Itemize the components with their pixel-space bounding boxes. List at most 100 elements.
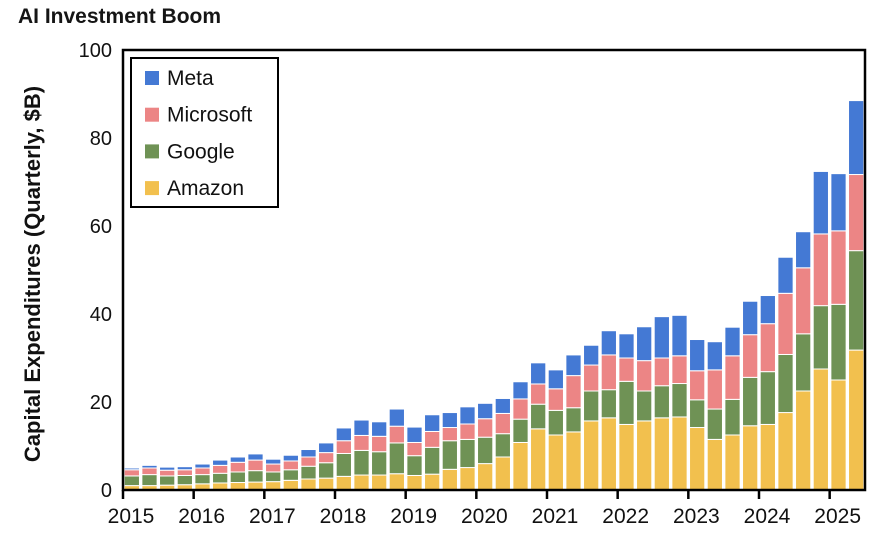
bar-segment-meta-2025Q1 [830,173,847,232]
bar-segment-microsoft-2024Q1 [759,323,776,373]
y-tick-label-60: 60 [90,216,112,238]
bar-segment-amazon-2022Q3 [653,417,670,491]
bar-segment-google-2015Q2 [141,474,158,487]
bar-segment-meta-2024Q1 [759,295,776,325]
bar-segment-google-2017Q2 [282,469,299,481]
bar-segment-google-2015Q3 [159,475,176,486]
bar-segment-meta-2023Q2 [706,341,723,371]
bar-segment-microsoft-2023Q2 [706,369,723,410]
bar-segment-google-2016Q2 [212,472,229,484]
bar-segment-microsoft-2018Q1 [335,440,352,454]
x-tick-label-2015: 2015 [108,505,155,528]
x-tick-label-2018: 2018 [320,505,367,528]
bar-segment-microsoft-2023Q1 [689,370,706,401]
bar-segment-meta-2017Q4 [318,442,335,454]
bar-segment-meta-2015Q4 [176,466,193,471]
bar-segment-google-2022Q3 [653,385,670,419]
bar-segment-amazon-2020Q1 [477,463,494,491]
bar-segment-amazon-2022Q2 [636,420,653,491]
bar-segment-amazon-2025Q1 [830,379,847,491]
legend-label-google: Google [167,140,235,163]
bar-segment-amazon-2023Q1 [689,427,706,491]
bar-segment-microsoft-2020Q4 [530,383,547,405]
bar-segment-google-2024Q3 [795,333,812,392]
bar-segment-meta-2017Q1 [265,458,282,465]
bar-segment-google-2017Q1 [265,471,282,483]
x-tick-label-2019: 2019 [390,505,437,528]
bar-segment-amazon-2020Q2 [494,456,511,491]
bar-segment-microsoft-2017Q2 [282,460,299,471]
bar-segment-amazon-2019Q1 [406,474,423,491]
x-tick-label-2017: 2017 [249,505,296,528]
bar-segment-google-2018Q4 [388,442,405,475]
bar-segment-meta-2018Q3 [371,421,388,437]
legend-swatch-amazon [145,181,159,196]
bar-segment-meta-2022Q4 [671,314,688,357]
bar-segment-google-2018Q3 [371,451,388,476]
bar-segment-microsoft-2024Q2 [777,292,794,355]
bar-segment-microsoft-2018Q2 [353,434,370,451]
bar-segment-amazon-2017Q4 [318,477,335,491]
bar-segment-microsoft-2022Q4 [671,355,688,385]
x-tick-label-2022: 2022 [602,505,649,528]
plot-frame [121,48,867,492]
bar-segment-meta-2018Q1 [335,427,352,442]
bar-segment-meta-2022Q3 [653,316,670,359]
legend-label-microsoft: Microsoft [167,104,252,127]
bar-segment-meta-2022Q2 [636,326,653,362]
legend-swatch-microsoft [145,107,159,122]
bar-segment-meta-2020Q4 [530,362,547,385]
bar-segment-amazon-2021Q3 [583,420,600,491]
bar-segment-microsoft-2019Q3 [441,427,458,442]
bar-segment-microsoft-2020Q1 [477,418,494,438]
bar-segment-microsoft-2016Q4 [247,459,264,472]
bar-segment-meta-2023Q1 [689,339,706,372]
bar-segment-google-2016Q1 [194,474,211,485]
bar-segment-google-2020Q3 [512,418,529,443]
bar-segment-microsoft-2025Q2 [848,174,865,252]
bar-segment-microsoft-2015Q2 [141,467,158,476]
bar-segment-amazon-2018Q3 [371,474,388,491]
bar-segment-google-2019Q2 [424,446,441,475]
bar-segment-amazon-2024Q3 [795,390,812,491]
bar-segment-meta-2018Q2 [353,419,370,436]
bar-segment-meta-2015Q3 [159,466,176,471]
bar-segment-google-2020Q1 [477,436,494,465]
x-tick-label-2024: 2024 [744,505,791,528]
y-tick-label-40: 40 [90,304,112,326]
bar-segment-meta-2019Q2 [424,414,441,432]
bar-segment-meta-2023Q4 [742,300,759,336]
bar-segment-amazon-2019Q3 [441,468,458,491]
chart-title: AI Investment Boom [18,5,222,28]
bar-segment-microsoft-2016Q3 [229,461,246,473]
bar-segment-google-2017Q3 [300,465,317,480]
bar-segment-amazon-2018Q4 [388,473,405,491]
bar-segment-meta-2018Q4 [388,408,405,427]
bar-segment-google-2021Q3 [583,390,600,422]
bar-segment-meta-2024Q3 [795,231,812,269]
bar-segment-microsoft-2015Q1 [123,469,140,477]
bar-segment-meta-2024Q2 [777,256,794,294]
legend-swatch-google [145,144,159,159]
bar-segment-google-2023Q2 [706,408,723,440]
bar-segment-microsoft-2021Q1 [547,388,564,411]
bar-segment-meta-2024Q4 [812,170,829,235]
bar-segment-google-2024Q4 [812,305,829,370]
bar-segment-meta-2025Q2 [848,100,865,176]
bar-segment-amazon-2019Q4 [459,467,476,491]
bar-segment-microsoft-2023Q4 [742,334,759,378]
bar-segment-meta-2016Q3 [229,456,246,463]
legend-swatch-meta [145,71,159,85]
bar-segment-meta-2017Q2 [282,454,299,462]
x-tick-label-2020: 2020 [461,505,508,528]
bar-segment-microsoft-2024Q3 [795,267,812,335]
bar-segment-google-2016Q3 [229,471,246,484]
bar-segment-microsoft-2018Q4 [388,425,405,444]
bar-segment-google-2024Q1 [759,371,776,425]
bar-segment-microsoft-2022Q3 [653,357,670,387]
bar-segment-google-2020Q4 [530,403,547,430]
bar-segment-amazon-2024Q2 [777,412,794,491]
bar-segment-meta-2016Q1 [194,463,211,469]
bar-segment-meta-2020Q1 [477,402,494,420]
